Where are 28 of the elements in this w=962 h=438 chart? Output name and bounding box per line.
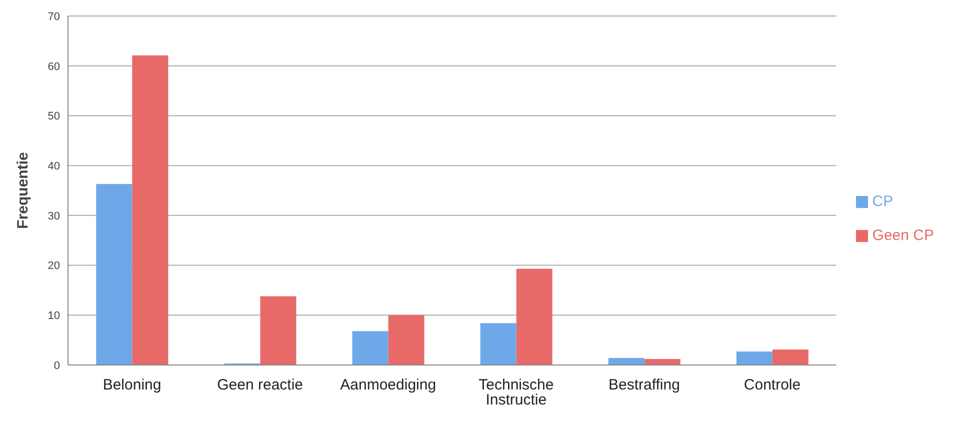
- y-tick-label: 70: [48, 10, 60, 23]
- x-tick-label: Geen reactie: [217, 376, 304, 394]
- bar: [132, 55, 168, 365]
- y-tick-label: 40: [48, 160, 60, 172]
- bar: [96, 184, 132, 365]
- y-tick-label: 30: [48, 210, 60, 222]
- bar: [644, 359, 680, 365]
- x-tick-label: Controle: [744, 376, 801, 394]
- bar: [352, 331, 388, 365]
- x-tick-label: Aanmoediging: [340, 376, 436, 394]
- bar: [608, 358, 644, 365]
- legend-label: Geen CP: [872, 227, 934, 244]
- y-tick-label: 0: [54, 360, 60, 372]
- legend-label: CP: [872, 193, 894, 210]
- y-tick-label: 10: [48, 310, 60, 322]
- bar: [772, 350, 808, 365]
- bar: [736, 352, 772, 365]
- y-axis-title: Frequentie: [14, 152, 32, 229]
- bar: [260, 296, 296, 365]
- bar: [516, 268, 552, 365]
- x-tick-label: Beloning: [102, 376, 162, 394]
- y-tick-label: 60: [48, 60, 60, 73]
- bar: [388, 315, 424, 365]
- x-tick-label: Bestraffing: [608, 376, 680, 394]
- y-tick-label: 50: [48, 110, 60, 123]
- x-tick-label: Technische Instructie: [478, 376, 554, 409]
- y-tick-label: 20: [48, 260, 60, 272]
- bar: [480, 323, 516, 365]
